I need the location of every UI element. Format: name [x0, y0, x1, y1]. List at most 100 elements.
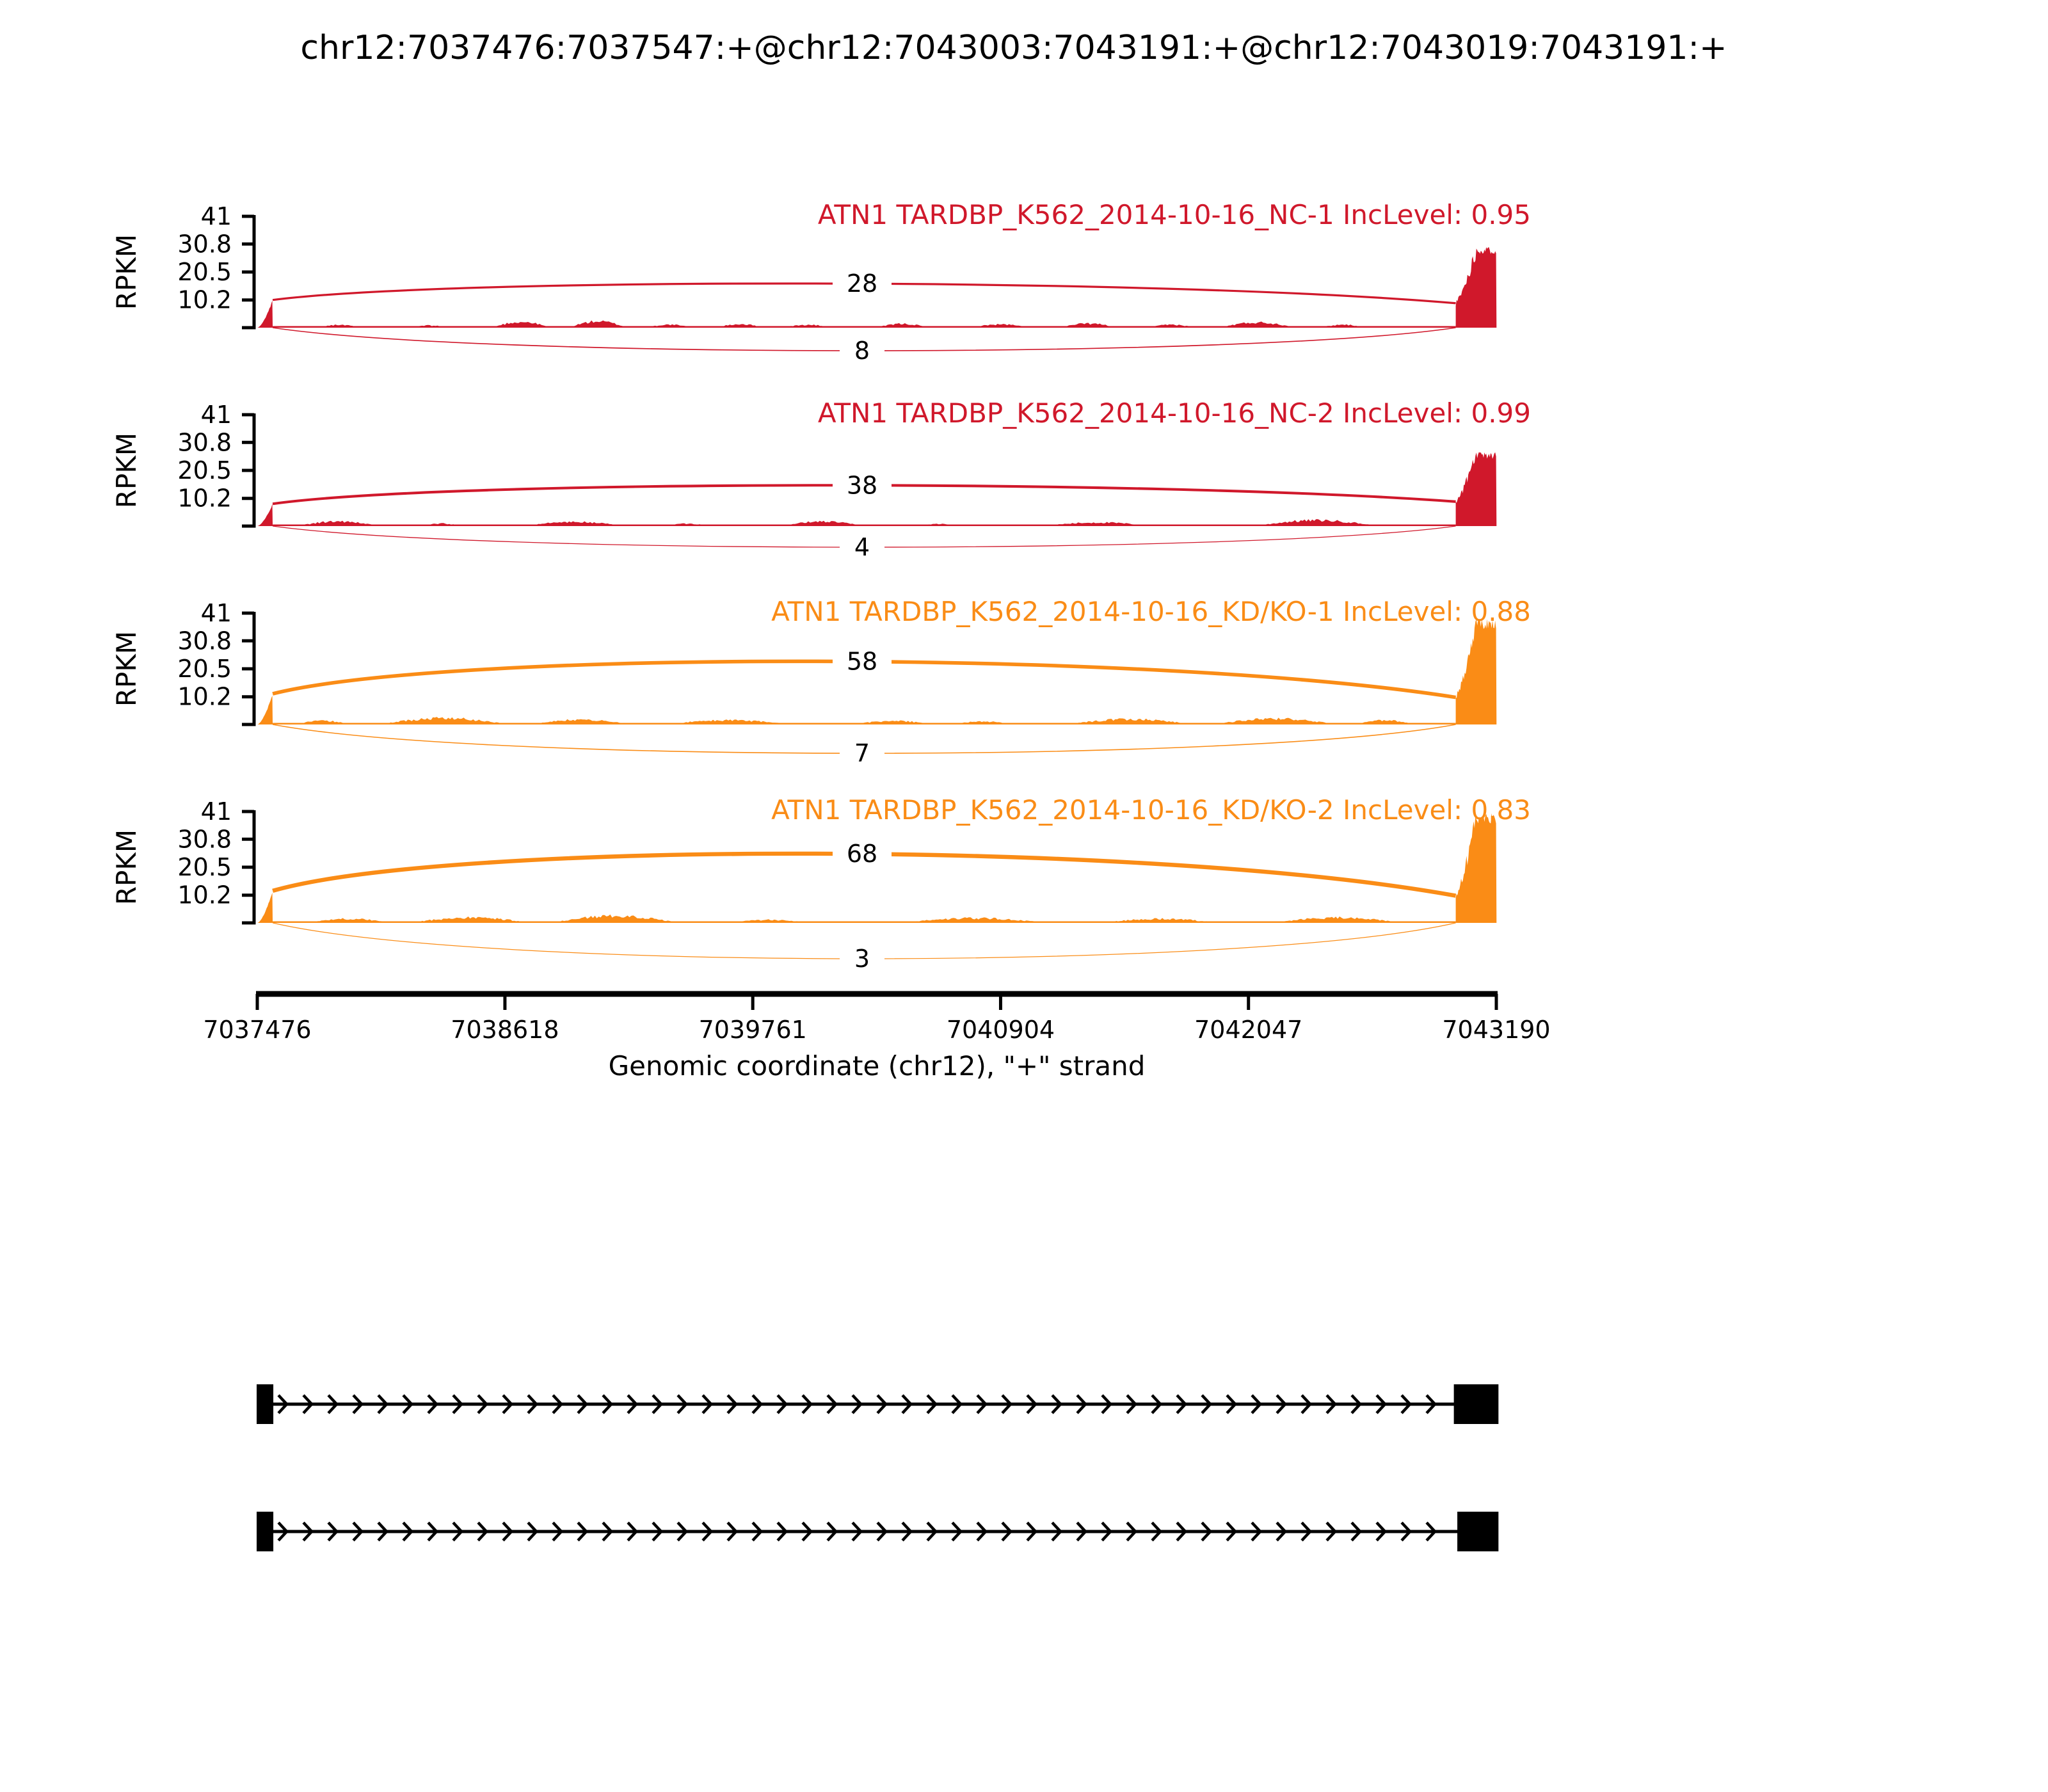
intron-coverage-bump: [308, 918, 391, 923]
figure-title: chr12:7037476:7037547:+@chr12:7043003:70…: [300, 29, 1727, 67]
strand-arrow-icon: [1101, 1521, 1113, 1542]
intron-baseline-coverage: [273, 326, 1456, 328]
strand-arrow-icon: [352, 1394, 364, 1414]
strand-arrow-icon: [452, 1521, 464, 1542]
intron-coverage-bump: [1041, 522, 1155, 526]
junction-label-mask: [833, 269, 892, 299]
strand-arrow-icon: [951, 1521, 963, 1542]
intron-coverage-bump: [1148, 324, 1196, 328]
intron-baseline-coverage: [273, 921, 1456, 923]
left-exon-coverage: [257, 892, 273, 923]
intron-coverage-bump: [296, 520, 380, 526]
junction-arc-top: [272, 484, 1456, 506]
strand-arrow-icon: [1350, 1521, 1363, 1542]
track-title: ATN1 TARDBP_K562_2014-10-16_NC-1 IncLeve…: [818, 199, 1531, 230]
intron-coverage-bump: [1065, 718, 1196, 724]
intron-coverage-bump: [1213, 717, 1338, 724]
strand-arrow-icon: [577, 1521, 589, 1542]
intron-coverage-bump: [1320, 324, 1367, 328]
y-tick-label: 20.5: [177, 258, 232, 286]
strand-arrow-icon: [676, 1521, 689, 1542]
strand-arrow-icon: [652, 1521, 664, 1542]
strand-arrow-icon: [1001, 1394, 1013, 1414]
junction-arc-top: [272, 851, 1457, 898]
track-title: ATN1 TARDBP_K562_2014-10-16_KD/KO-1 IncL…: [771, 596, 1531, 627]
intron-coverage-bump: [420, 523, 462, 526]
strand-arrow-icon: [751, 1521, 764, 1542]
y-axis-unit-label: RPKM: [111, 631, 142, 707]
strand-arrow-icon: [1201, 1521, 1213, 1542]
strand-arrow-icon: [1251, 1394, 1263, 1414]
strand-arrow-icon: [602, 1394, 614, 1414]
junction-count-bottom: 7: [854, 739, 870, 767]
junction-arc-top: [272, 282, 1456, 305]
x-tick-label: 7039761: [699, 1016, 807, 1044]
strand-arrow-icon: [302, 1394, 314, 1414]
strand-arrow-icon: [552, 1394, 564, 1414]
strand-arrow-icon: [901, 1521, 913, 1542]
y-tick-label: 20.5: [177, 655, 232, 683]
strand-arrow-icon: [477, 1394, 489, 1414]
strand-arrow-icon: [1325, 1521, 1338, 1542]
exon-box-right: [1457, 1512, 1499, 1551]
strand-arrow-icon: [1276, 1394, 1288, 1414]
junction-count-bottom: 8: [854, 337, 870, 365]
intron-coverage-bump: [521, 521, 628, 526]
strand-arrow-icon: [527, 1521, 539, 1542]
strand-arrow-icon: [277, 1394, 289, 1414]
strand-arrow-icon: [851, 1394, 863, 1414]
strand-arrow-icon: [527, 1394, 539, 1414]
strand-arrow-icon: [1251, 1521, 1263, 1542]
y-tick-label: 20.5: [177, 853, 232, 881]
strand-arrow-icon: [801, 1521, 813, 1542]
strand-arrow-icon: [676, 1394, 689, 1414]
sashimi-track-3: 10.220.530.841 RPKM ATN1 TARDBP_K562_2014-…: [111, 596, 1531, 768]
y-tick-label: 41: [201, 797, 232, 826]
junction-label-mask: [833, 470, 892, 500]
strand-arrow-icon: [1201, 1394, 1213, 1414]
strand-arrow-icon: [1126, 1394, 1138, 1414]
strand-arrow-icon: [976, 1394, 988, 1414]
strand-arrow-icon: [377, 1521, 389, 1542]
strand-arrow-icon: [1325, 1394, 1338, 1414]
junction-label-mask: [833, 646, 892, 676]
intron-coverage-bump: [899, 917, 1048, 923]
y-tick-label: 41: [201, 202, 232, 230]
strand-arrow-icon: [926, 1521, 938, 1542]
intron-coverage-bump: [970, 324, 1030, 328]
left-exon-coverage: [257, 696, 273, 724]
strand-arrow-icon: [776, 1521, 788, 1542]
strand-arrow-icon: [726, 1521, 739, 1542]
strand-arrow-icon: [327, 1394, 339, 1414]
strand-arrow-icon: [602, 1521, 614, 1542]
junction-count-top: 28: [847, 269, 877, 298]
x-tick-label: 7037476: [203, 1016, 311, 1044]
y-tick-label: 10.2: [177, 484, 232, 513]
junction-count-top: 68: [847, 840, 877, 868]
track-title: ATN1 TARDBP_K562_2014-10-16_NC-2 IncLeve…: [818, 397, 1531, 429]
junction-count-bottom: 4: [854, 533, 870, 561]
x-tick-label: 7040904: [947, 1016, 1055, 1044]
right-exon-coverage: [1455, 247, 1497, 328]
y-axis-unit-label: RPKM: [111, 234, 142, 310]
strand-arrow-icon: [801, 1394, 813, 1414]
strand-arrow-icon: [277, 1521, 289, 1542]
intron-coverage-bump: [663, 523, 710, 526]
strand-arrow-icon: [1151, 1394, 1163, 1414]
intron-coverage-bump: [645, 324, 693, 328]
intron-coverage-bump: [408, 916, 533, 923]
strand-arrow-icon: [402, 1521, 414, 1542]
right-exon-coverage: [1455, 619, 1497, 724]
y-axis-unit-label: RPKM: [111, 829, 142, 905]
intron-coverage-bump: [550, 914, 681, 923]
sashimi-track-4: 10.220.530.841 RPKM ATN1 TARDBP_K562_2014-…: [111, 794, 1531, 973]
y-tick-label: 20.5: [177, 456, 232, 484]
junction-arc-top: [272, 659, 1457, 700]
strand-arrow-icon: [627, 1394, 639, 1414]
left-exon-coverage: [257, 300, 273, 328]
y-tick-label: 10.2: [177, 881, 232, 909]
junction-label-mask: [840, 943, 884, 973]
